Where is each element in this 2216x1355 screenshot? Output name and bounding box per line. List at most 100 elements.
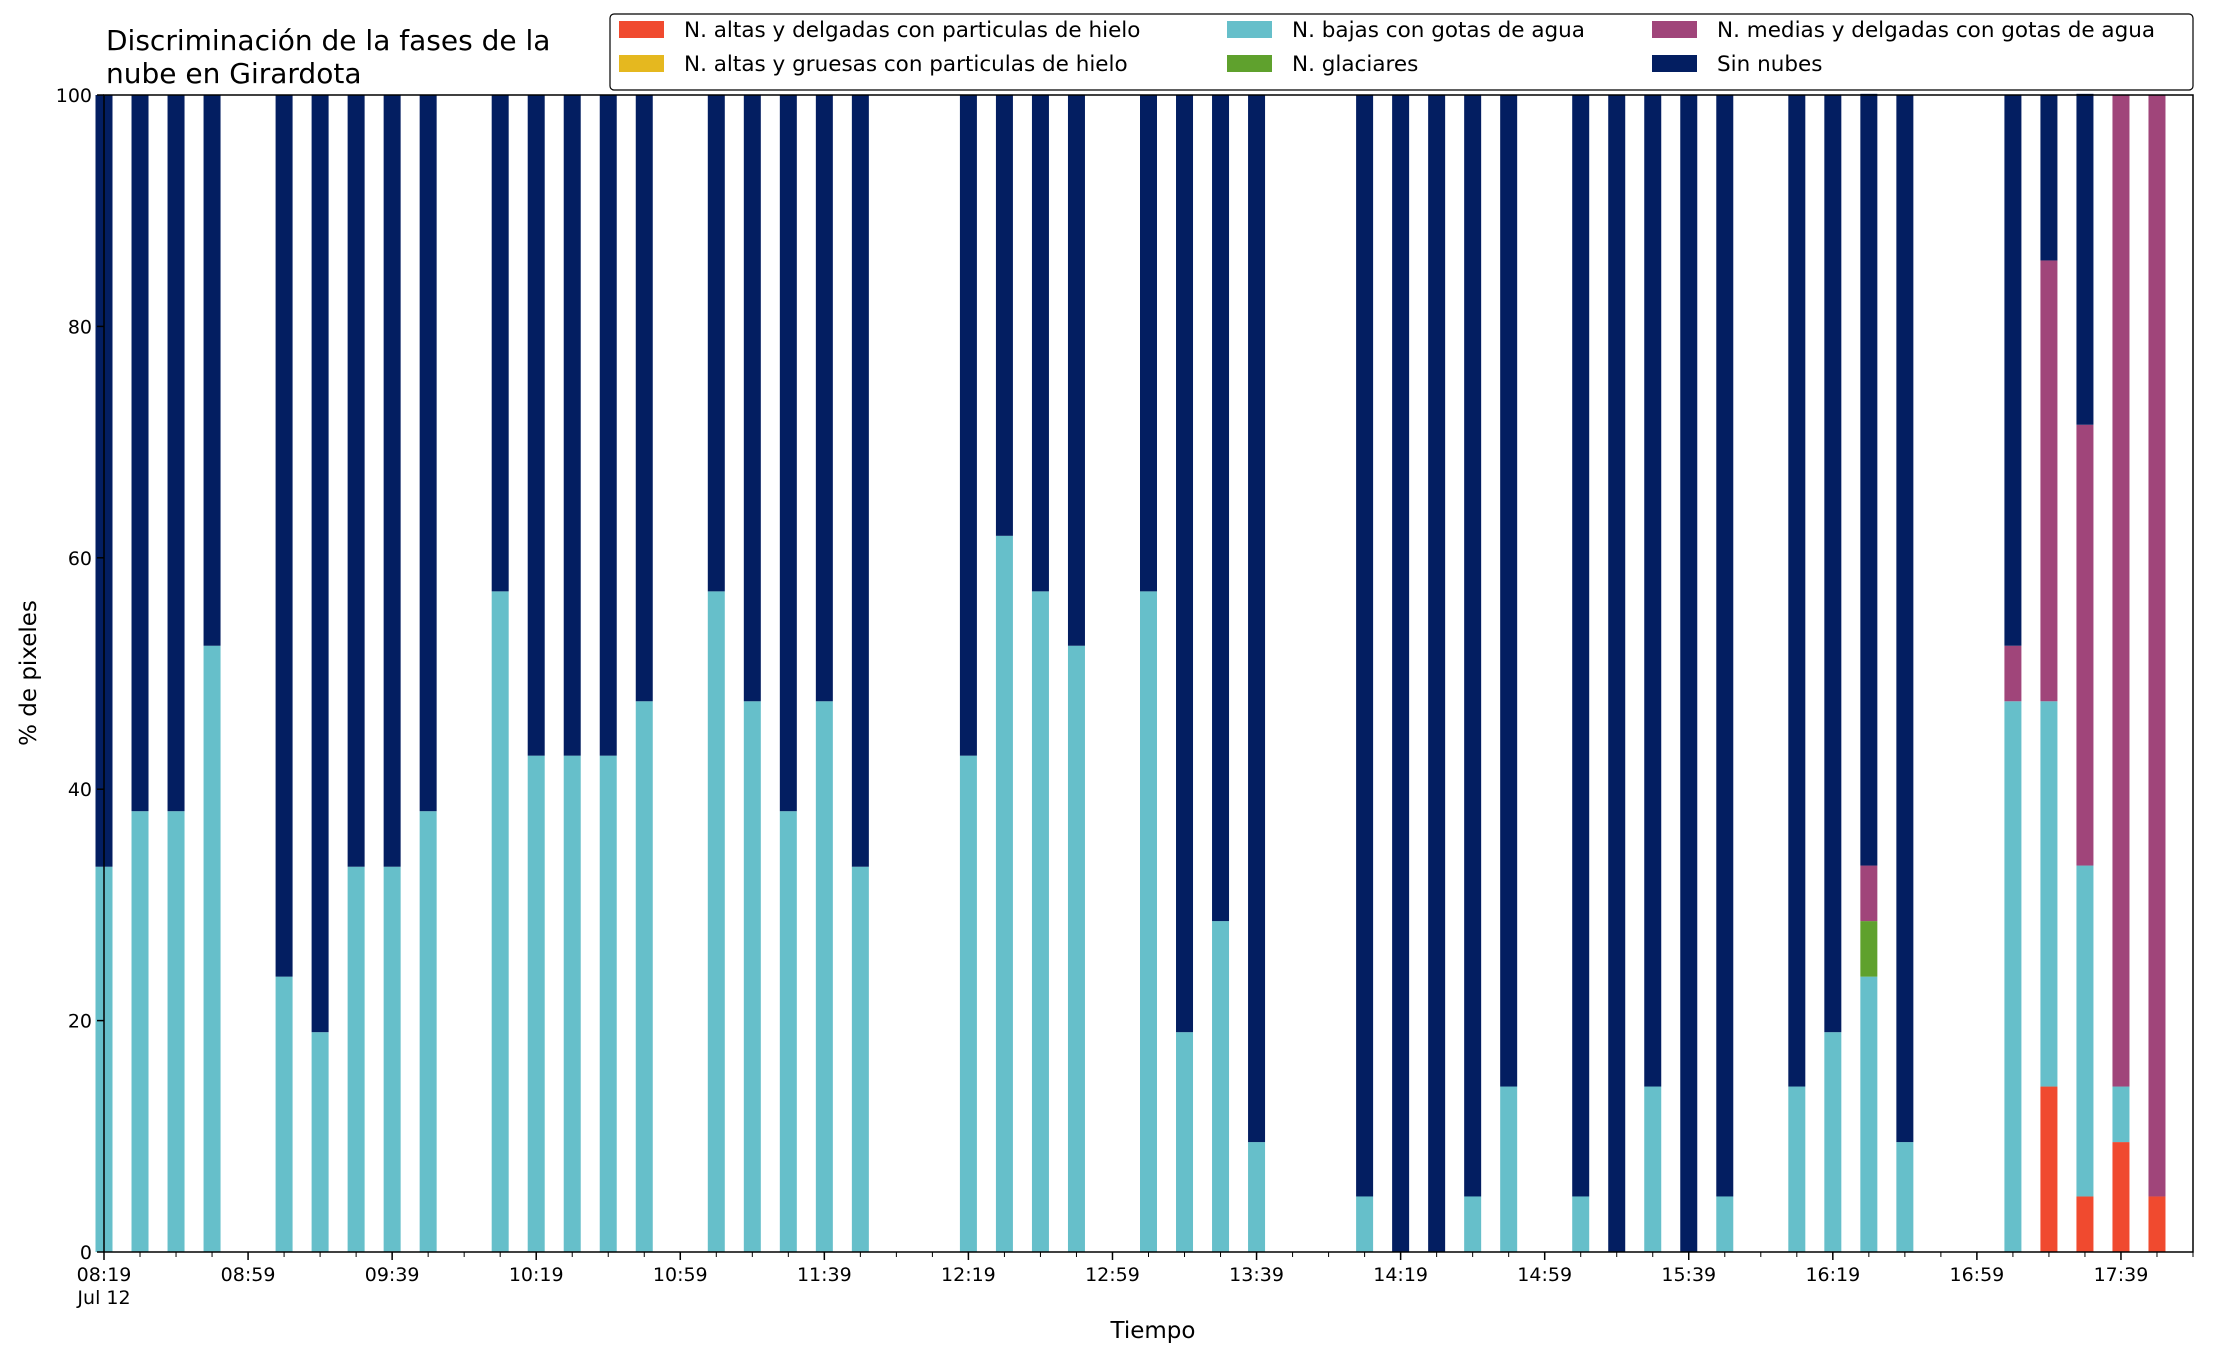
x-tick-label: 11:39 (797, 1264, 852, 1286)
legend-swatch-5 (1652, 55, 1697, 72)
bar-segment-5-1139 (815, 95, 833, 702)
bar-segment-3-1629 (1860, 921, 1878, 977)
x-tick-label: 12:59 (1085, 1264, 1140, 1286)
bar-segment-2-1509 (1572, 1196, 1590, 1252)
bar-segment-5-0839 (167, 95, 185, 812)
bar-segment-2-1609 (1788, 1086, 1806, 1252)
bar-segment-5-1319 (1176, 95, 1194, 1033)
bar-segment-2-1629 (1860, 976, 1878, 1252)
x-tick-label: 15:39 (1661, 1264, 1716, 1286)
bar-segment-2-1239 (1031, 591, 1049, 1252)
bar-segment-2-1709 (2004, 701, 2022, 1252)
bar-segment-5-1629 (1860, 93, 1878, 866)
y-tick-label: 20 (68, 1011, 92, 1033)
bar-segment-2-0909 (275, 976, 293, 1252)
bar-segment-5-0909 (275, 95, 293, 977)
x-tick-label: 16:59 (1950, 1264, 2005, 1286)
bar-segment-2-1039 (599, 755, 617, 1252)
x-tick-label: 14:19 (1373, 1264, 1428, 1286)
bar-segment-5-1409 (1356, 95, 1374, 1197)
bar-segment-2-0849 (203, 645, 221, 1252)
bar-segment-5-0919 (311, 95, 329, 1033)
chart-title-line-2: nube en Girardota (106, 57, 361, 90)
bar-segment-5-1449 (1500, 95, 1518, 1087)
bar-segment-5-1309 (1140, 95, 1157, 592)
x-date-label: Jul 12 (76, 1287, 130, 1309)
bar-segment-5-1249 (1067, 95, 1085, 646)
bar-segment-5-1239 (1031, 95, 1049, 592)
bar-segment-5-1229 (995, 95, 1013, 536)
bar-segment-5-1539 (1680, 95, 1698, 1252)
x-tick-label: 08:19 (77, 1264, 132, 1286)
y-axis-label: % de pixeles (16, 600, 42, 746)
bar-segment-5-1329 (1212, 95, 1230, 922)
bar-segment-5-1509 (1572, 95, 1590, 1197)
bar-segment-4-1709 (2004, 645, 2022, 702)
legend-swatch-2 (1227, 21, 1272, 38)
bar-segment-0-1719 (2040, 1086, 2058, 1252)
bar-segment-2-1029 (563, 755, 581, 1252)
bar-segment-5-0829 (131, 95, 149, 812)
chart-title-line-1: Discriminación de la fases de la (106, 24, 550, 57)
bar-segment-5-1049 (635, 95, 653, 702)
bar-segment-5-1119 (743, 95, 761, 702)
bar-segment-5-1429 (1428, 95, 1446, 1252)
bar-segment-5-1109 (707, 95, 725, 592)
bar-segment-2-1249 (1067, 645, 1085, 1252)
legend: N. altas y delgadas con particulas de hi… (609, 13, 2194, 91)
x-tick-label: 16:19 (1805, 1264, 1860, 1286)
legend-entry-3: N. glaciares (1292, 52, 1418, 77)
bar-segment-5-1129 (779, 95, 797, 812)
y-axis: 0 20 40 60 80 100 (56, 85, 104, 1264)
bar-segment-2-1619 (1824, 1032, 1842, 1252)
bar-segment-0-1749 (2148, 1196, 2166, 1252)
bar-segment-2-1319 (1176, 1032, 1194, 1252)
bar-segment-2-1019 (527, 755, 545, 1252)
bar-segment-5-1009 (491, 95, 509, 592)
bar-segment-0-1729 (2076, 1196, 2094, 1252)
legend-entry-5: Sin nubes (1717, 52, 1822, 77)
legend-entry-2: N. bajas con gotas de agua (1292, 18, 1585, 43)
legend-frame (609, 13, 2194, 91)
bar-segment-2-1049 (635, 701, 653, 1252)
bar-segment-2-0839 (167, 811, 185, 1252)
bar-segment-4-1739 (2112, 95, 2130, 1087)
bar-segment-5-0849 (203, 95, 221, 646)
bar-segment-5-0949 (419, 95, 437, 812)
bar-segment-5-1019 (527, 95, 545, 756)
bar-segment-5-0929 (347, 95, 365, 867)
y-tick-label: 0 (80, 1242, 92, 1264)
x-tick-label: 14:59 (1517, 1264, 1572, 1286)
bar-segment-2-1439 (1464, 1196, 1482, 1252)
y-tick-label: 100 (56, 85, 92, 107)
x-tick-label: 17:39 (2094, 1264, 2149, 1286)
x-tick-label: 08:59 (221, 1264, 276, 1286)
legend-entry-1: N. altas y gruesas con particulas de hie… (684, 52, 1128, 77)
legend-swatch-4 (1652, 21, 1697, 38)
bar-segment-2-1119 (743, 701, 761, 1252)
bar-segment-5-1219 (959, 95, 977, 756)
y-tick-label: 40 (68, 779, 92, 801)
bar-segment-2-1139 (815, 701, 833, 1252)
bar-segment-4-1629 (1860, 865, 1878, 922)
bar-segment-5-1439 (1464, 95, 1482, 1197)
bar-segment-4-1749 (2148, 95, 2166, 1197)
bar-segment-2-1219 (959, 755, 977, 1252)
legend-swatch-1 (619, 55, 664, 72)
x-tick-label: 10:59 (653, 1264, 708, 1286)
bar-segment-2-1229 (995, 535, 1013, 1252)
y-tick-label: 60 (68, 548, 92, 570)
bar-segment-2-1529 (1644, 1086, 1662, 1252)
legend-entry-4: N. medias y delgadas con gotas de agua (1717, 18, 2155, 43)
bar-segment-2-1309 (1140, 591, 1157, 1252)
bar-segment-2-1719 (2040, 701, 2058, 1087)
bar-segment-2-1009 (491, 591, 509, 1252)
bar-segment-2-0939 (383, 866, 401, 1252)
bar-segment-5-1639 (1896, 95, 1914, 1143)
bar-segment-2-1549 (1716, 1196, 1734, 1252)
bar-segment-2-0949 (419, 811, 437, 1252)
bar-segment-2-1449 (1500, 1086, 1518, 1252)
bars-layer (95, 93, 2166, 1252)
